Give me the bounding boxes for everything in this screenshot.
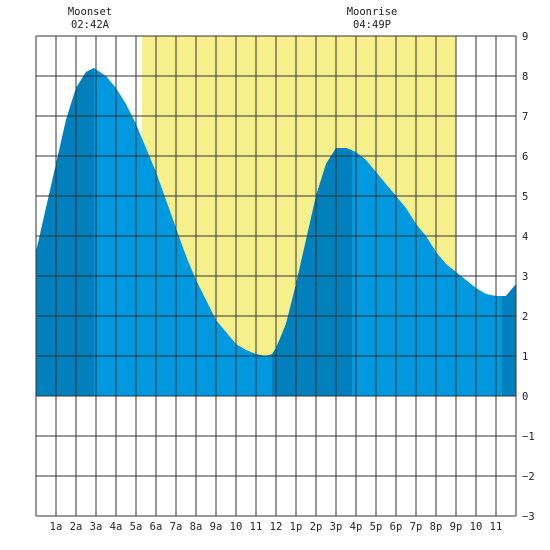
tide-dark-band-2 [502, 68, 516, 396]
x-tick-label: 8p [430, 521, 443, 533]
y-tick-label: 9 [522, 31, 528, 43]
x-tick-label: 9p [450, 521, 463, 533]
x-tick-label: 7a [170, 521, 183, 533]
x-tick-label: 3p [330, 521, 343, 533]
y-tick-label: 4 [522, 231, 528, 243]
grid-layer [35, 35, 517, 517]
x-tick-label: 4p [350, 521, 363, 533]
annotation-kind: Moonset [68, 6, 112, 18]
y-tick-label: 7 [522, 111, 528, 123]
x-tick-label: 5a [130, 521, 143, 533]
y-tick-label: 1 [522, 351, 528, 363]
x-tick-label: 6p [390, 521, 403, 533]
x-tick-label: 2p [310, 521, 323, 533]
x-tick-label: 4a [110, 521, 123, 533]
x-tick-label: 7p [410, 521, 423, 533]
y-tick-label: 8 [522, 71, 528, 83]
y-tick-label: 3 [522, 271, 528, 283]
y-tick-label: 0 [522, 391, 528, 403]
x-tick-label: 9a [210, 521, 223, 533]
x-tick-label: 1a [50, 521, 63, 533]
x-tick-label: 3a [90, 521, 103, 533]
annotation-time: 04:49P [353, 19, 391, 31]
x-tick-label: 12 [270, 521, 283, 533]
y-tick-label-layer: −3 −2 −1 0 1 2 3 4 5 6 7 8 9 [522, 31, 535, 523]
x-tick-label: 11 [250, 521, 263, 533]
y-tick-label: −1 [522, 431, 535, 443]
x-tick-label: 5p [370, 521, 383, 533]
x-tick-label: 2a [70, 521, 83, 533]
y-tick-label: 2 [522, 311, 528, 323]
y-tick-label: 6 [522, 151, 528, 163]
tide-dark-band-0 [36, 68, 94, 396]
x-tick-label: 8a [190, 521, 203, 533]
x-tick-label-layer: 1a 2a 3a 4a 5a 6a 7a 8a 9a 10 11 12 1p 2p 3p 4p 5p 6p 7p 8p… [50, 521, 503, 533]
x-tick-label: 1p [290, 521, 303, 533]
x-tick-label: 10 [230, 521, 243, 533]
annotation-time: 02:42A [71, 19, 110, 31]
y-tick-label: −3 [522, 511, 535, 523]
x-tick-label: 6a [150, 521, 163, 533]
x-tick-label: 11 [490, 521, 503, 533]
annotation-kind: Moonrise [347, 6, 398, 18]
x-tick-label: 10 [470, 521, 483, 533]
y-tick-label: −2 [522, 471, 535, 483]
y-tick-label: 5 [522, 191, 528, 203]
